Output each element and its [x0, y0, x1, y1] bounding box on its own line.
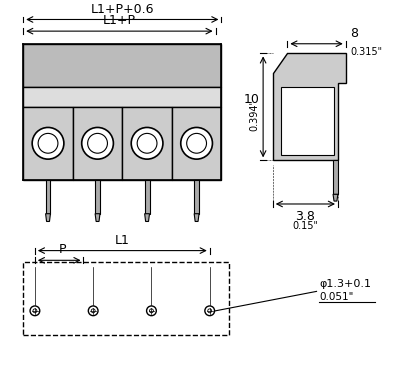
Bar [194, 180, 199, 214]
Bar [145, 180, 150, 214]
Text: 0.315": 0.315" [350, 47, 383, 56]
Text: P: P [58, 244, 66, 256]
Bar [281, 88, 334, 156]
Text: L1+P+0.6: L1+P+0.6 [90, 3, 154, 15]
Bar [23, 107, 73, 180]
Bar [73, 107, 122, 180]
Text: 10: 10 [243, 93, 259, 106]
Bar [23, 44, 221, 88]
Circle shape [30, 306, 40, 316]
Text: 3.8: 3.8 [296, 210, 315, 223]
Bar [122, 107, 172, 180]
Circle shape [131, 127, 163, 159]
Circle shape [32, 127, 64, 159]
Circle shape [181, 127, 212, 159]
Text: φ1.3+0.1: φ1.3+0.1 [320, 279, 372, 289]
Bar [172, 107, 221, 180]
Text: 0.394": 0.394" [249, 99, 259, 130]
Polygon shape [194, 214, 199, 222]
Text: L1: L1 [115, 234, 130, 247]
Bar [333, 160, 338, 194]
Polygon shape [333, 194, 338, 201]
Circle shape [146, 306, 156, 316]
Bar [46, 180, 50, 214]
Polygon shape [273, 54, 346, 160]
Bar [95, 180, 100, 214]
Circle shape [205, 306, 214, 316]
Bar [23, 262, 229, 335]
Circle shape [88, 306, 98, 316]
Polygon shape [145, 214, 150, 222]
Polygon shape [95, 214, 100, 222]
Text: L1+P: L1+P [103, 14, 136, 27]
Text: 0.15": 0.15" [292, 222, 318, 232]
Text: 0.051": 0.051" [320, 292, 354, 302]
Polygon shape [46, 214, 50, 222]
Circle shape [82, 127, 113, 159]
Bar [23, 88, 221, 107]
Text: 8: 8 [350, 27, 358, 40]
